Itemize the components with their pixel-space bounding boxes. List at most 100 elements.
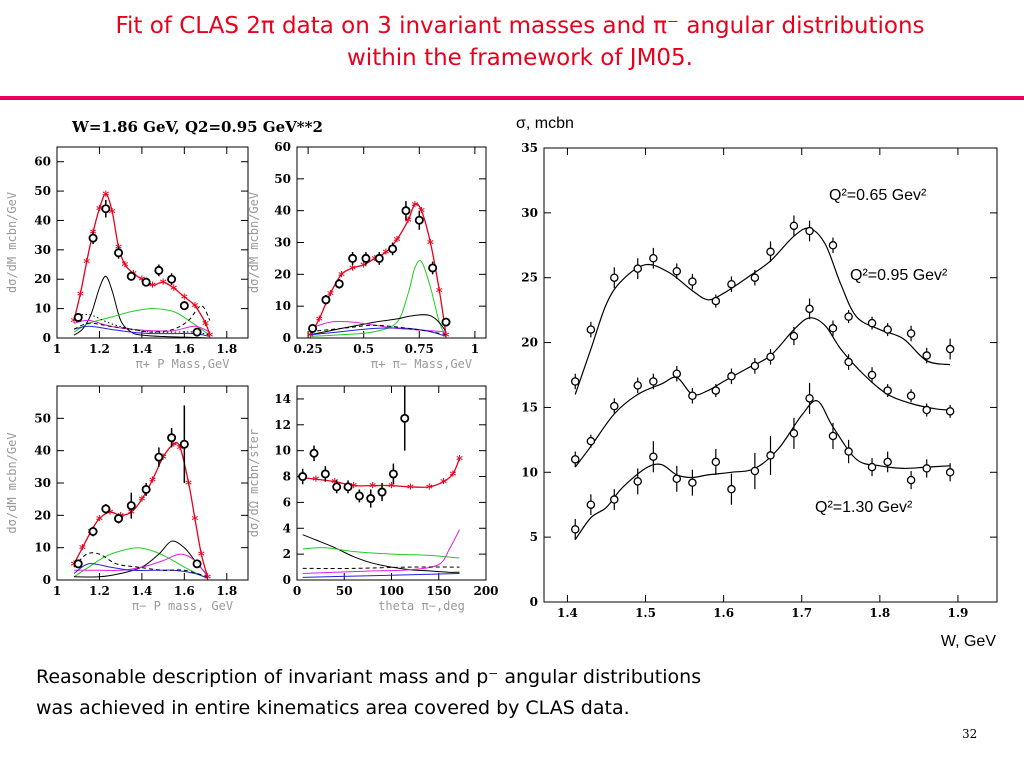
data-point	[610, 273, 619, 282]
y-tick-label: 12	[274, 418, 291, 432]
component-curve-green	[73, 547, 208, 579]
data-point	[570, 455, 580, 464]
y-tick-label: 8	[283, 470, 291, 484]
y-tick-label: 50	[34, 411, 51, 425]
chart-p1: 1 1.2 1.4 1.6 1.8 0 10 20 30 40 50 60 π+ P Mass,GeV d…	[5, 146, 249, 371]
data-point	[332, 482, 342, 492]
data-point	[727, 372, 736, 381]
data-point	[88, 527, 98, 537]
data-point	[374, 253, 384, 263]
y-tick-label: 30	[34, 243, 51, 257]
conclusion-line2: was achieved in entire kinematics area c…	[36, 697, 630, 719]
component-curve-magenta	[73, 319, 211, 333]
fit-point: *	[71, 315, 78, 330]
fit-curve-series	[574, 317, 951, 468]
chart-right: 1.4 1.5 1.6 1.7 1.8 1.9 0 5 10 15 20 25 30 35 σ, mcbn W…	[516, 115, 998, 650]
x-tick-label: 0.25	[294, 342, 323, 356]
x-tick-label: 1	[471, 342, 479, 356]
data-point	[727, 279, 736, 289]
fit-point: *	[122, 260, 129, 275]
data-point	[179, 439, 189, 449]
data-point	[441, 317, 451, 327]
fit-point: *	[206, 330, 213, 345]
data-point	[101, 204, 111, 214]
y-axis-label: dσ/dM mcbn/GeV	[247, 192, 261, 293]
fit-curve-series	[574, 400, 951, 541]
fit-point: *	[349, 263, 356, 278]
series-label: Q²=1.30 Gev²	[815, 499, 913, 516]
component-curve-green	[310, 260, 447, 337]
x-axis-label: π− P mass, GeV	[132, 599, 233, 613]
y-axis-label: σ, mcbn	[516, 115, 574, 132]
fit-point: *	[102, 189, 109, 204]
x-axis-label: theta π−,deg	[378, 599, 465, 613]
fit-point: *	[427, 238, 434, 253]
fit-point: *	[307, 330, 314, 345]
component-curve-black	[73, 305, 211, 333]
data-point	[711, 386, 721, 395]
fit-point: *	[371, 253, 378, 268]
y-tick-label: 35	[521, 141, 538, 155]
fit-point: *	[327, 288, 334, 303]
data-point	[114, 514, 124, 524]
x-tick-label: 1.8	[869, 606, 890, 620]
component-curve-magenta	[74, 553, 209, 578]
series-label: Q²=0.95 Gev²	[850, 267, 948, 284]
x-tick-label: 1.7	[791, 606, 812, 620]
slide-title-line1: Fit of CLAS 2π data on 3 invariant masse…	[115, 13, 925, 39]
y-tick-label: 30	[274, 236, 291, 250]
data-point	[633, 477, 642, 486]
data-point	[126, 501, 136, 511]
data-point	[649, 254, 658, 263]
data-point	[126, 271, 136, 281]
data-point	[906, 329, 916, 338]
data-point	[750, 361, 760, 371]
x-axis-label: π+ π− Mass,GeV	[371, 357, 472, 371]
fit-point: *	[405, 215, 412, 230]
y-axis-label: dσ/dM mcbn/GeV	[5, 432, 19, 533]
fit-point: *	[71, 559, 78, 574]
x-tick-label: 0.5	[353, 342, 374, 356]
x-tick-label: 1.2	[89, 584, 110, 598]
y-tick-label: 40	[34, 444, 51, 458]
y-tick-label: 25	[521, 271, 538, 285]
data-point	[101, 504, 111, 514]
data-point	[428, 263, 438, 273]
data-point	[586, 500, 596, 509]
y-tick-label: 40	[274, 204, 291, 218]
data-point	[192, 559, 202, 569]
component-curve-black	[73, 540, 209, 581]
data-point	[401, 206, 411, 216]
component-curve-black	[73, 313, 210, 336]
plot-frame	[296, 146, 487, 339]
y-tick-label: 14	[274, 392, 291, 406]
data-point	[298, 472, 308, 482]
fit-point: *	[181, 292, 188, 307]
y-tick-label: 10	[34, 302, 51, 316]
data-point	[828, 241, 838, 250]
data-point	[633, 264, 642, 273]
fit-point: *	[436, 285, 443, 300]
fit-point: *	[192, 514, 199, 529]
component-curve-green	[302, 547, 460, 559]
data-point	[334, 279, 344, 289]
data-point	[114, 248, 124, 258]
fit-point: *	[79, 543, 86, 558]
data-point	[154, 452, 164, 462]
data-point	[883, 457, 892, 467]
y-tick-label: 30	[521, 206, 538, 220]
data-point	[366, 494, 376, 504]
data-point	[766, 247, 775, 257]
x-tick-label: 100	[379, 584, 404, 598]
data-point	[766, 451, 775, 460]
y-tick-label: 5	[530, 530, 538, 544]
component-curve-blue	[302, 573, 460, 578]
fit-point: *	[360, 260, 367, 275]
data-point	[711, 296, 721, 306]
x-tick-label: 200	[473, 584, 498, 598]
y-tick-label: 0	[283, 573, 291, 587]
data-point	[586, 325, 596, 334]
chart-p4: 0 50 100 150 200 0 2 4 6 8 10 12 14 theta π−,deg dσ/dΩ…	[247, 385, 499, 613]
data-point	[633, 381, 642, 390]
data-point	[766, 352, 775, 362]
